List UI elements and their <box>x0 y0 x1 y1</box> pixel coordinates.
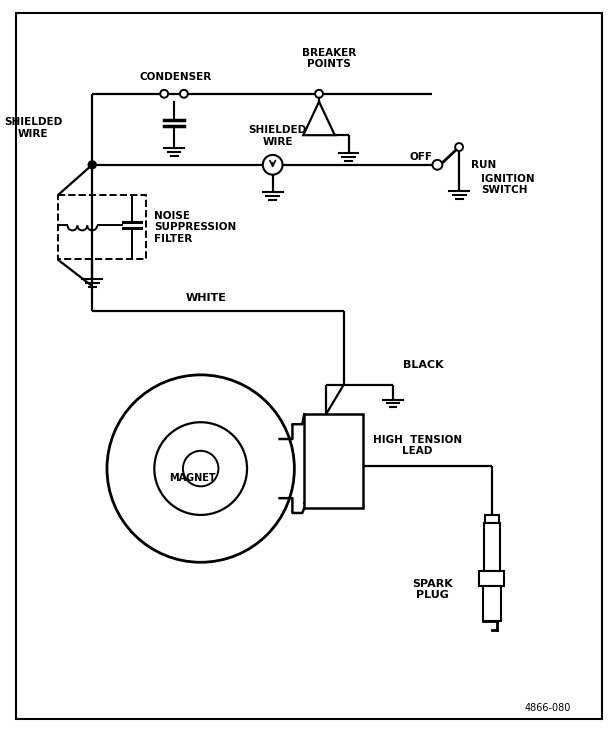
Bar <box>483 586 501 621</box>
Text: SPARK
PLUG: SPARK PLUG <box>412 578 453 600</box>
Text: NOISE
SUPPRESSION
FILTER: NOISE SUPPRESSION FILTER <box>154 211 237 244</box>
Circle shape <box>180 90 188 98</box>
Bar <box>479 571 504 586</box>
Circle shape <box>88 161 96 169</box>
Text: WHITE: WHITE <box>185 293 226 303</box>
Bar <box>58 195 146 259</box>
Circle shape <box>154 422 247 515</box>
Circle shape <box>160 90 168 98</box>
Text: COIL: COIL <box>320 456 348 466</box>
Text: HIGH  TENSION
LEAD: HIGH TENSION LEAD <box>373 435 462 456</box>
Text: IGNITION
SWITCH: IGNITION SWITCH <box>481 173 534 195</box>
Text: BLACK: BLACK <box>403 360 443 370</box>
Circle shape <box>183 451 218 486</box>
Text: MAGNET: MAGNET <box>170 474 216 483</box>
Text: 4866-080: 4866-080 <box>524 703 570 713</box>
Text: BREAKER
POINTS: BREAKER POINTS <box>302 48 356 69</box>
Text: SHIELDED
WIRE: SHIELDED WIRE <box>4 118 62 139</box>
Text: RUN: RUN <box>471 160 496 170</box>
Circle shape <box>432 160 442 170</box>
Text: OFF: OFF <box>409 152 432 162</box>
Circle shape <box>455 143 463 151</box>
Text: CONDENSER: CONDENSER <box>140 72 212 82</box>
Circle shape <box>263 155 282 175</box>
Bar <box>304 414 364 508</box>
Bar <box>484 523 500 571</box>
Circle shape <box>107 375 295 562</box>
Text: SHIELDED
WIRE: SHIELDED WIRE <box>248 125 307 147</box>
Circle shape <box>315 90 323 98</box>
